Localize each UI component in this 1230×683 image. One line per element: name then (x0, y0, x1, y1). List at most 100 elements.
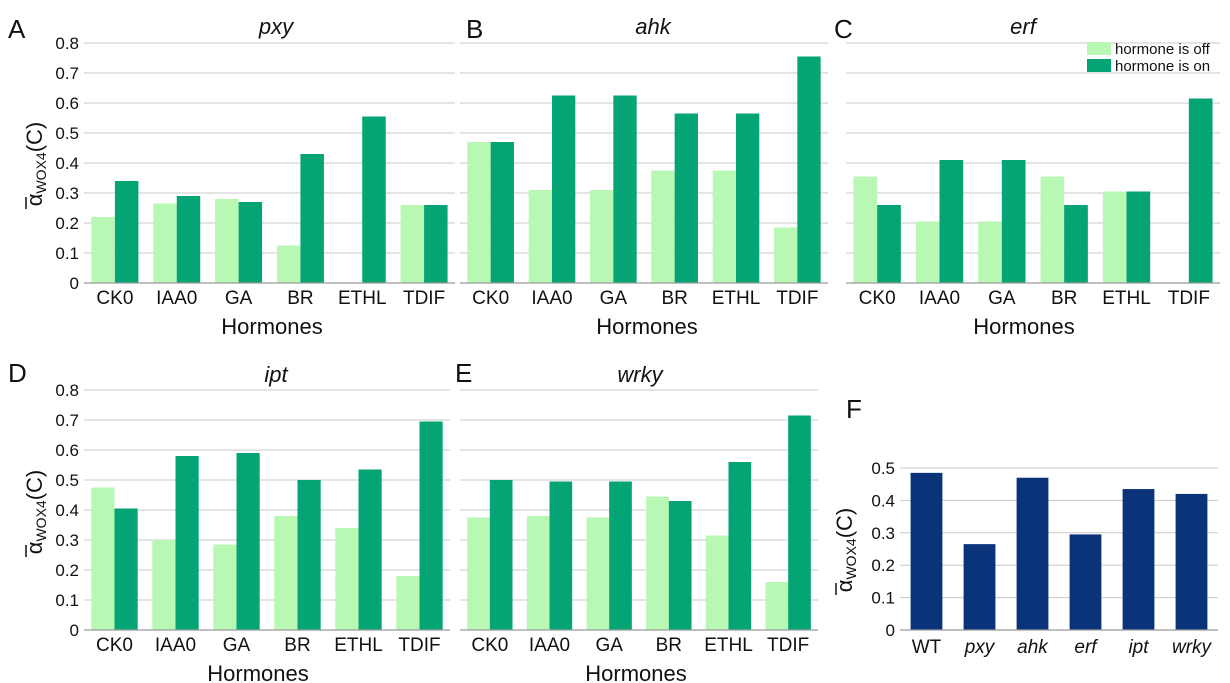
x-tick-label: IAA0 (155, 635, 196, 656)
y-axis-label-d: αWOX4(C) (22, 470, 49, 555)
bar-erf-ETHL-off (1102, 191, 1127, 283)
x-tick-label: CK0 (96, 635, 133, 656)
x-tick-label: erf (1074, 637, 1098, 658)
plot-wrky: CK0 IAA0 GA BR ETHL TDIF (460, 389, 818, 656)
x-tick-label: pxy (964, 637, 996, 658)
bar-mutants-ahk-wt (1016, 477, 1049, 630)
bar-pxy-CK0-off (91, 217, 115, 283)
bar-ipt-CK0-on (114, 508, 138, 630)
panel-label-c: C (834, 14, 853, 44)
x-axis-label-b: Hormones (596, 314, 697, 339)
x-tick-label: TDIF (776, 288, 818, 309)
x-tick-label: BR (287, 288, 313, 309)
bar-pxy-GA-off (215, 199, 239, 283)
x-axis-label-d: Hormones (207, 661, 308, 683)
bar-mutants-ipt-wt (1122, 489, 1155, 630)
x-axis-label-c: Hormones (973, 314, 1074, 339)
bar-erf-IAA0-on (939, 160, 964, 283)
x-tick-label: BR (1051, 288, 1077, 309)
y-axis-label-f: αWOX4(C) (832, 508, 859, 593)
y-axis-label-a: αWOX4(C) (22, 122, 49, 207)
y-tick-label: 0.3 (55, 531, 79, 550)
bar-erf-TDIF-on (1188, 98, 1213, 283)
bar-ahk-CK0-on (490, 142, 514, 283)
x-tick-label: TDIF (403, 288, 445, 309)
bar-wrky-IAA0-off (526, 516, 550, 630)
y-label-sub: WOX4 (33, 500, 49, 541)
svg-text:αWOX4(C): αWOX4(C) (22, 122, 49, 207)
panel-C: C erf CK0 IAA0 GA BR ETHL TDIF Hormones hormo… (834, 14, 1220, 339)
bar-wrky-GA-off (586, 517, 610, 630)
panel-B: B ahk CK0 IAA0 GA BR ETHL TDIF Hormones (460, 14, 828, 339)
bar-ipt-CK0-off (91, 487, 115, 630)
bar-ipt-GA-off (213, 544, 237, 630)
y-label-sub: WOX4 (843, 538, 859, 579)
x-tick-label: IAA0 (529, 635, 570, 656)
y-label-alpha: α (832, 579, 857, 592)
x-tick-label: CK0 (96, 288, 133, 309)
x-tick-label: IAA0 (156, 288, 197, 309)
y-label-alpha: α (22, 541, 47, 554)
y-tick-label: 0.5 (871, 459, 895, 478)
bar-ahk-GA-on (613, 95, 637, 283)
bar-wrky-TDIF-off (765, 582, 789, 630)
plot-ipt: 0 0.1 0.2 0.3 0.4 0.5 0.6 0.7 0.8 CK0 IAA0 GA BR ETHL… (55, 381, 450, 656)
bar-ahk-BR-on (674, 113, 698, 283)
y-tick-label: 0.4 (871, 491, 895, 510)
panel-E: E wrky CK0 IAA0 GA BR ETHL TDIF Hormones (455, 358, 818, 683)
panel-title-wrky: wrky (617, 362, 664, 387)
x-tick-label: ETHL (334, 635, 383, 656)
plot-mutants: 0 0.1 0.2 0.3 0.4 0.5 WT pxy ahk erf ipt wrky (871, 459, 1218, 658)
y-tick-label: 0.6 (55, 441, 79, 460)
y-tick-label: 0.4 (55, 154, 79, 173)
bar-ipt-IAA0-off (152, 540, 176, 630)
bar-mutants-erf-wt (1069, 534, 1102, 630)
y-tick-label: 0 (70, 621, 79, 640)
panel-title-ipt: ipt (264, 362, 288, 387)
bar-ipt-GA-on (236, 453, 260, 630)
bar-mutants-pxy-wt (963, 544, 996, 630)
bar-erf-CK0-on (877, 205, 901, 283)
panel-label-d: D (8, 358, 27, 388)
plot-erf: CK0 IAA0 GA BR ETHL TDIF (846, 42, 1220, 309)
y-tick-label: 0 (70, 274, 79, 293)
x-tick-label: wrky (1172, 637, 1213, 658)
bar-erf-CK0-off (853, 176, 878, 283)
bar-ipt-IAA0-on (175, 456, 199, 630)
bar-pxy-ETHL-on (362, 116, 386, 283)
x-tick-label: ETHL (1102, 288, 1151, 309)
bar-ipt-BR-on (297, 480, 321, 630)
bar-ahk-ETHL-off (712, 170, 736, 283)
bar-pxy-IAA0-off (153, 203, 177, 283)
y-tick-label: 0.5 (55, 471, 79, 490)
bar-pxy-TDIF-off (400, 205, 425, 283)
y-tick-label: 0.3 (871, 524, 895, 543)
x-tick-label: GA (595, 635, 623, 656)
y-tick-label: 0.8 (55, 34, 79, 53)
y-tick-label: 0.3 (55, 184, 79, 203)
y-label-paren: (C) (832, 508, 857, 539)
bar-wrky-CK0-off (467, 517, 490, 630)
bar-ipt-ETHL-on (358, 469, 382, 630)
x-tick-label: BR (656, 635, 682, 656)
x-tick-label: GA (988, 288, 1016, 309)
bar-erf-BR-on (1064, 205, 1088, 283)
y-tick-label: 0.2 (55, 214, 79, 233)
y-tick-label: 0.5 (55, 124, 79, 143)
panel-A: A pxy αWOX4(C) 0 0.1 0.2 0.3 0.4 0.5 0.6 0.7 0.8… (8, 14, 455, 339)
bar-pxy-CK0-on (114, 181, 139, 283)
panel-title-pxy: pxy (258, 14, 295, 39)
y-label-paren: (C) (22, 470, 47, 501)
x-tick-label: IAA0 (531, 288, 572, 309)
y-tick-label: 0.4 (55, 501, 79, 520)
bar-mutants-wrky-wt (1175, 493, 1208, 630)
x-tick-label: WT (912, 637, 942, 658)
bar-ahk-TDIF-on (797, 56, 821, 283)
y-tick-label: 0.1 (871, 589, 895, 608)
bar-wrky-TDIF-on (788, 415, 811, 630)
y-tick-label: 0.1 (55, 591, 79, 610)
bar-ahk-ETHL-on (736, 113, 760, 283)
bar-wrky-GA-on (609, 481, 632, 630)
bar-ahk-IAA0-on (552, 95, 576, 283)
legend-label-off: hormone is off (1115, 41, 1211, 58)
